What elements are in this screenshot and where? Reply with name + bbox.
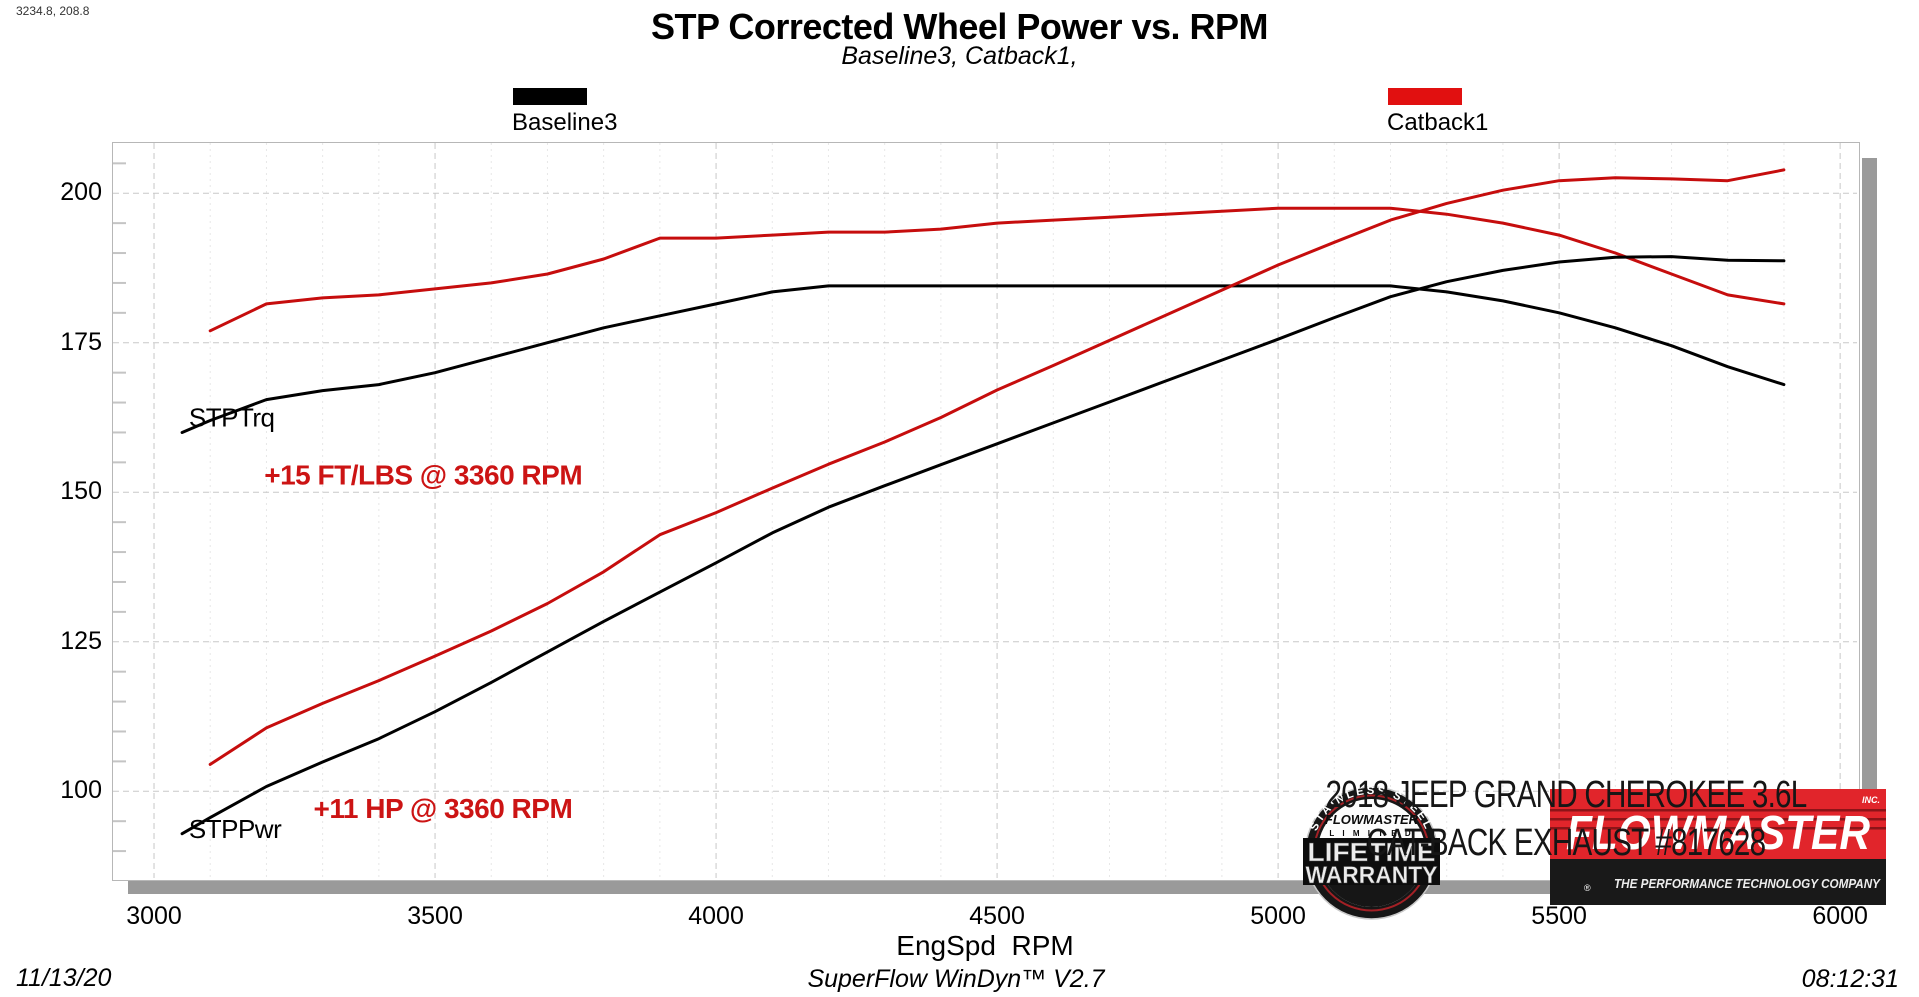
badge-band <box>1303 838 1440 885</box>
legend-label-catback1: Catback1 <box>1387 109 1489 136</box>
y-tick-label: 125 <box>60 626 102 655</box>
y-tick-label: 200 <box>60 178 102 207</box>
flowmaster-logo: FLOWMASTER INC. ® THE PERFORMANCE TECHNO… <box>1550 789 1886 905</box>
x-tick-label: 3000 <box>126 902 182 930</box>
logo-brand-text: FLOWMASTER <box>1566 807 1870 860</box>
x-tick-label: 5000 <box>1250 902 1306 930</box>
curve-baseline3-stppwr <box>180 255 1786 836</box>
legend-item-catback1[interactable]: Catback1 <box>1387 88 1489 137</box>
vehicle-description-line1: 2018 JEEP GRAND CHEROKEE 3.6L <box>1325 774 1808 816</box>
chart-canvas: STPTrq +15 FT/LBS @ 3360 RPM STPPwr +11 HP … <box>113 143 1857 878</box>
cursor-position-readout: 3234.8, 208.8 <box>16 4 90 18</box>
chart-title: STP Corrected Wheel Power vs. RPM <box>650 6 1269 47</box>
x-tick-label: 4500 <box>969 902 1025 930</box>
legend-swatch-catback1 <box>1388 88 1462 105</box>
annotation-11-hp-3360-rpm: +11 HP @ 3360 RPM <box>314 793 573 824</box>
plot-shadow-right <box>1862 158 1877 879</box>
logo-stripe <box>1550 809 1886 812</box>
legend-item-baseline3[interactable]: Baseline3 <box>512 88 618 137</box>
x-tick-label: 6000 <box>1812 902 1868 930</box>
x-tick-label: 3500 <box>407 902 463 930</box>
curve-catback1-stppwr <box>208 168 1786 766</box>
badge-lifetime-text: LIFETIME <box>1308 837 1436 867</box>
badge-limited-text: L I M I T E D <box>1329 829 1413 838</box>
curve-baseline3-stptrq <box>180 284 1786 434</box>
legend-label-baseline3: Baseline3 <box>512 109 618 136</box>
x-tick-label: 5500 <box>1531 902 1587 930</box>
footer-app-version: SuperFlow WinDyn™ V2.7 <box>807 965 1105 993</box>
y-tick-label: 175 <box>60 327 102 356</box>
badge-warranty-text: WARRANTY <box>1306 862 1438 889</box>
annotation-stptrq: STPTrq <box>189 403 275 433</box>
footer-time: 08:12:31 <box>1801 965 1899 993</box>
x-axis-title: EngSpd RPM <box>896 930 1074 961</box>
lifetime-warranty-badge: STAINLESS STEEL FLOWMASTER L I M I T E D… <box>1303 785 1440 920</box>
logo-stripe <box>1550 818 1886 821</box>
badge-brand-text: FLOWMASTER <box>1325 812 1419 827</box>
curve-catback1-stptrq <box>208 206 1786 333</box>
footer-date: 11/13/20 <box>16 964 112 992</box>
annotation-15-ft-lbs-3360-rpm: +15 FT/LBS @ 3360 RPM <box>264 460 582 491</box>
y-tick-label: 100 <box>60 776 102 805</box>
logo-tagline: THE PERFORMANCE TECHNOLOGY COMPANY <box>1614 876 1881 891</box>
annotation-stppwr: STPPwr <box>189 814 282 844</box>
x-tick-label: 4000 <box>688 902 744 930</box>
logo-red-field <box>1550 789 1886 859</box>
logo-registered-mark: ® <box>1584 883 1591 893</box>
y-tick-label: 150 <box>60 477 102 506</box>
chart-subtitle: Baseline3, Catback1, <box>841 42 1078 70</box>
legend-swatch-baseline3 <box>513 88 587 105</box>
vehicle-description-line2: CAT-BACK EXHAUST #817628 <box>1366 822 1766 864</box>
logo-black-band <box>1550 859 1886 905</box>
logo-stripe <box>1550 827 1886 830</box>
logo-inc-text: INC. <box>1862 795 1880 805</box>
plot-area[interactable]: STPTrq +15 FT/LBS @ 3360 RPM STPPwr +11 HP … <box>112 142 1886 920</box>
